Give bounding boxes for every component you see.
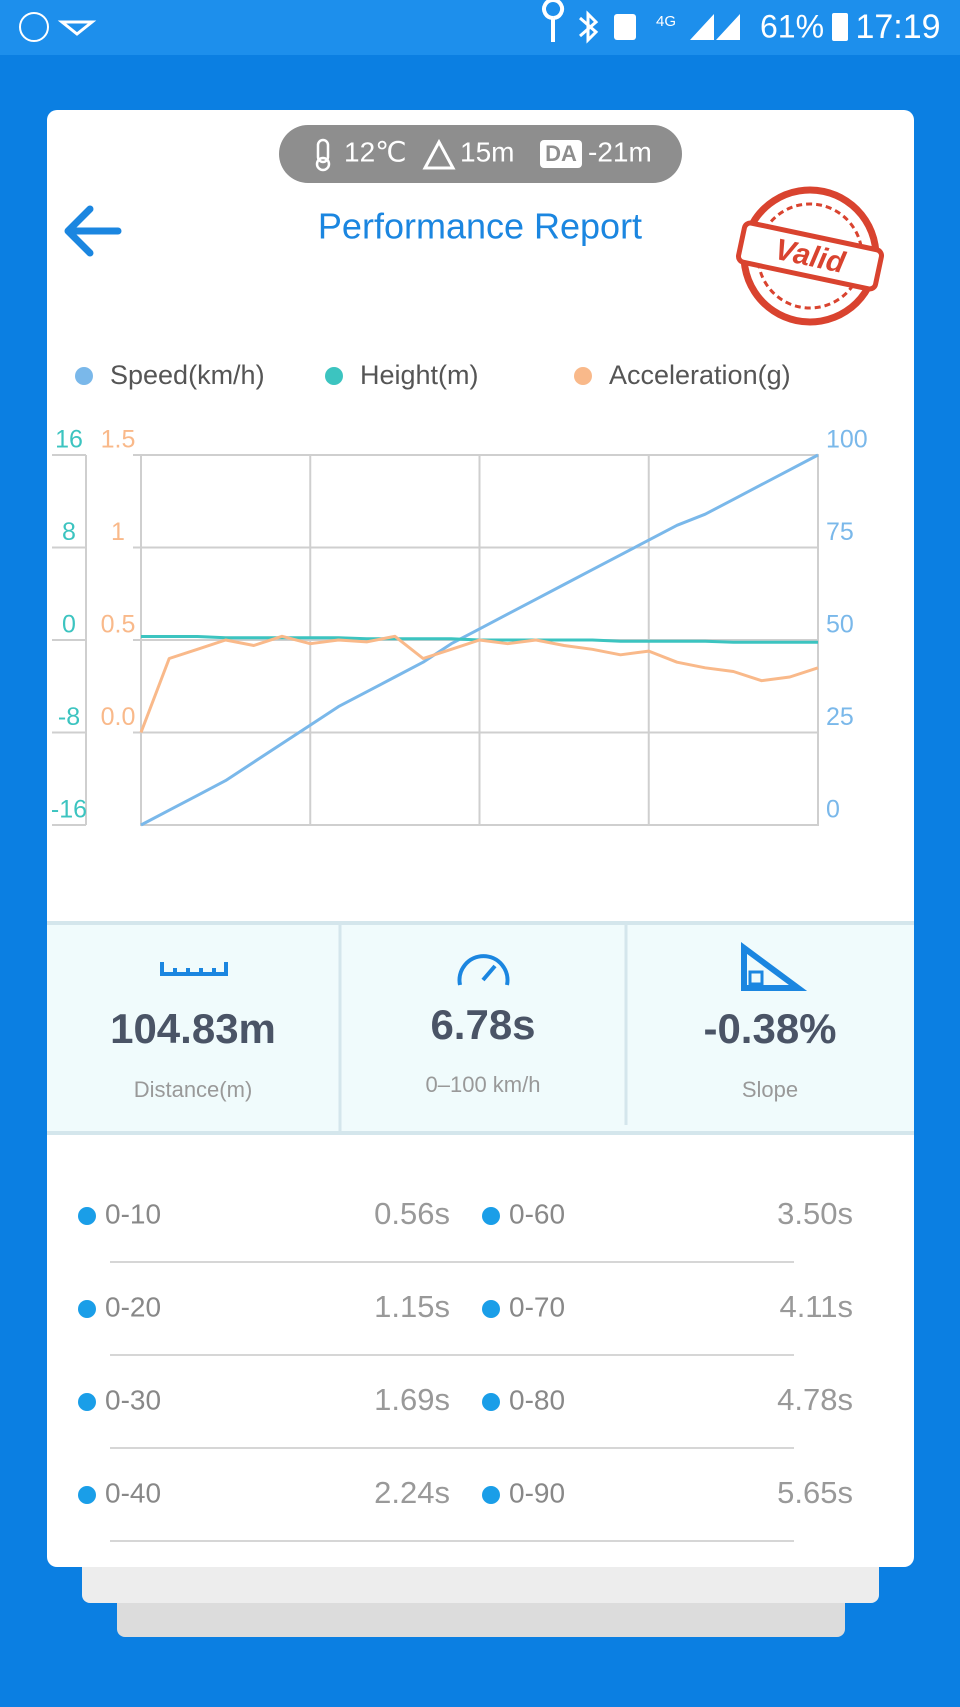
split-marker — [78, 1393, 96, 1411]
altitude-icon — [422, 138, 456, 170]
split-marker — [78, 1486, 96, 1504]
y3-tick-label: 0.0 — [101, 703, 136, 731]
split-marker — [482, 1207, 500, 1225]
split-marker — [78, 1300, 96, 1318]
y-tick-label: -16 — [51, 796, 87, 824]
y2-tick-label: 100 — [826, 426, 868, 454]
status-icon — [57, 20, 97, 36]
split-time: 2.24s — [374, 1475, 450, 1510]
da-badge — [540, 140, 582, 168]
split-label: 0-20 — [105, 1291, 161, 1322]
y3-tick-label: 1.5 — [101, 426, 136, 454]
series-line — [139, 634, 819, 734]
stat-label: Slope — [742, 1077, 798, 1102]
slope-icon — [748, 970, 764, 986]
chart: 0 25 50 75 100 -16 -8 0 8 16 0.0 0.5 1 1.5 Speed(km/h)… — [51, 360, 868, 827]
speedometer-icon — [457, 954, 510, 986]
stat-label: Distance(m) — [134, 1077, 253, 1102]
stats: 104.83m Distance(m) 6.78s 0–100 km/h -0.38% S… — [110, 1001, 836, 1102]
valid-stamp: Valid — [735, 186, 885, 326]
split-time: 4.11s — [779, 1289, 853, 1324]
stamp-band — [735, 220, 885, 292]
altitude: 15m — [460, 136, 514, 167]
battery-percent: 61% — [760, 8, 824, 44]
legend-marker — [325, 367, 343, 385]
bluetooth-icon — [579, 10, 599, 44]
split-time: 3.50s — [777, 1196, 853, 1231]
split-label: 0-10 — [105, 1198, 161, 1229]
signal-icon — [690, 14, 740, 40]
legend-label: Acceleration(g) — [609, 360, 791, 390]
y3-tick-label: 0.5 — [101, 611, 136, 639]
stat-value: 104.83m — [110, 1005, 276, 1052]
legend-marker — [75, 367, 93, 385]
stat-value: 6.78s — [430, 1001, 535, 1048]
clock: 17:19 — [855, 8, 940, 46]
y-tick-label: 0 — [62, 611, 76, 639]
conditions-pill — [279, 125, 682, 183]
split-marker — [482, 1300, 500, 1318]
stat-label: 0–100 km/h — [426, 1072, 541, 1097]
split-time: 1.69s — [374, 1382, 450, 1417]
back-button[interactable] — [64, 205, 122, 257]
ruler-icon — [160, 962, 228, 976]
split-marker — [482, 1486, 500, 1504]
report-card — [47, 110, 914, 1567]
split-label: 0-90 — [509, 1477, 565, 1508]
y-tick-label: 16 — [55, 426, 83, 454]
y3-tick-label: 1 — [111, 518, 125, 546]
density-altitude: -21m — [588, 136, 652, 167]
split-marker — [78, 1207, 96, 1225]
split-marker — [482, 1393, 500, 1411]
slope-icon — [741, 942, 808, 991]
status-icon — [19, 12, 49, 42]
splits: 0-10 0.56s 0-20 1.15s 0-30 1.69s 0-40 2.24s 0-60… — [78, 1196, 853, 1542]
thermometer-icon — [316, 138, 330, 164]
split-time: 4.78s — [777, 1382, 853, 1417]
legend-label: Height(m) — [360, 360, 479, 390]
split-label: 0-80 — [509, 1384, 565, 1415]
y-tick-label: -8 — [58, 703, 80, 731]
thermometer-icon — [315, 156, 331, 172]
split-time: 1.15s — [374, 1289, 450, 1324]
page-title: Performance Report — [318, 206, 642, 247]
split-label: 0-40 — [105, 1477, 161, 1508]
split-label: 0-30 — [105, 1384, 161, 1415]
location-icon — [542, 0, 565, 42]
y2-tick-label: 0 — [826, 796, 840, 824]
y2-tick-label: 75 — [826, 518, 854, 546]
status-bar — [0, 0, 960, 55]
stat-value: -0.38% — [703, 1005, 836, 1052]
temperature: 12℃ — [344, 136, 407, 167]
split-time: 5.65s — [777, 1475, 853, 1510]
series-line — [140, 453, 819, 827]
y-tick-label: 8 — [62, 518, 76, 546]
da-label: DA — [545, 141, 577, 166]
sim-icon — [614, 14, 636, 40]
battery-icon — [832, 13, 848, 41]
y2-tick-label: 50 — [826, 611, 854, 639]
speedometer-icon — [481, 964, 497, 982]
network-type: 4G — [656, 13, 676, 30]
y2-tick-label: 25 — [826, 703, 854, 731]
legend-label: Speed(km/h) — [110, 360, 265, 390]
split-label: 0-70 — [509, 1291, 565, 1322]
split-time: 0.56s — [374, 1196, 450, 1231]
split-label: 0-60 — [509, 1198, 565, 1229]
legend-marker — [574, 367, 592, 385]
